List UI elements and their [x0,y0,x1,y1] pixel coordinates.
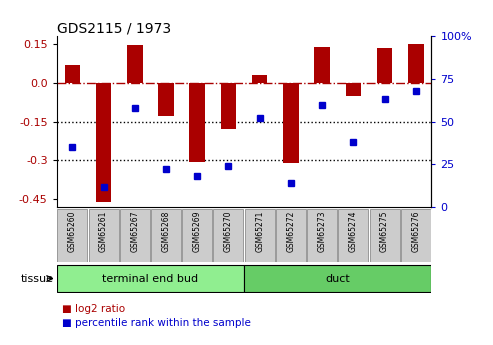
Text: GSM65261: GSM65261 [99,210,108,252]
Bar [120,209,150,262]
Text: GSM65275: GSM65275 [380,210,389,252]
Bar [315,47,330,83]
Text: GSM65267: GSM65267 [130,210,139,252]
Bar [276,209,306,262]
Bar [283,83,299,163]
Text: GDS2115 / 1973: GDS2115 / 1973 [57,21,171,35]
Bar [151,209,181,262]
Bar [189,83,205,162]
Text: GSM65270: GSM65270 [224,210,233,252]
Bar [377,48,392,83]
Bar [221,83,236,129]
Text: ■ log2 ratio: ■ log2 ratio [62,304,125,314]
Text: duct: duct [325,274,350,284]
Bar [57,209,87,262]
Bar [245,209,275,262]
Bar [158,83,174,116]
Bar [127,45,142,83]
Text: GSM65276: GSM65276 [411,210,420,252]
Bar [182,209,212,262]
Text: GSM65272: GSM65272 [286,210,295,252]
Bar [244,265,431,292]
Bar [65,65,80,83]
Bar [89,209,118,262]
Text: GSM65274: GSM65274 [349,210,358,252]
Text: ■ percentile rank within the sample: ■ percentile rank within the sample [62,318,250,328]
Bar [408,44,423,83]
Text: tissue: tissue [21,274,54,284]
Bar [338,209,368,262]
Text: GSM65268: GSM65268 [162,210,171,252]
Bar [252,75,267,83]
Bar [401,209,431,262]
Bar [370,209,399,262]
Text: GSM65271: GSM65271 [255,210,264,252]
Text: GSM65260: GSM65260 [68,210,77,252]
Bar [213,209,244,262]
Bar [57,265,244,292]
Text: GSM65269: GSM65269 [193,210,202,252]
Text: terminal end bud: terminal end bud [103,274,198,284]
Bar [307,209,337,262]
Bar [96,83,111,202]
Bar [346,83,361,96]
Text: GSM65273: GSM65273 [317,210,326,252]
